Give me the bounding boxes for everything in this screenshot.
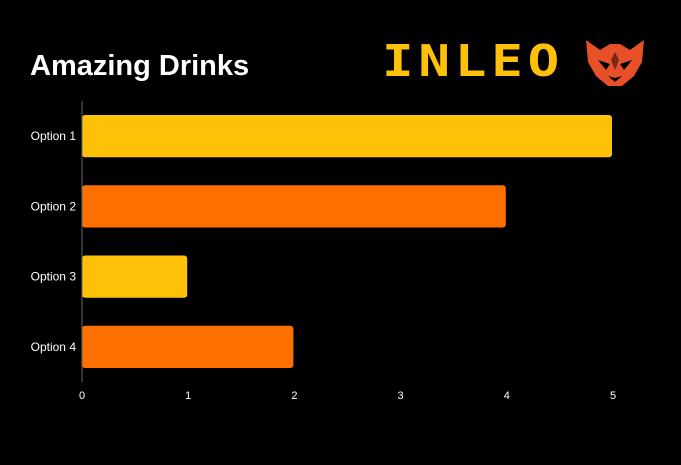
lion-head-icon (586, 40, 644, 86)
x-tick-label-0: 0 (79, 390, 85, 402)
tick-labels: 0 1 2 3 4 5 (79, 390, 616, 402)
bar-4 (82, 325, 294, 368)
x-tick-label-4: 4 (504, 390, 510, 402)
category-label-4: Option 4 (31, 340, 77, 354)
chart-title: Amazing Drinks (30, 50, 250, 82)
x-tick-label-2: 2 (291, 390, 297, 402)
brand-logo: INLEO (382, 36, 644, 87)
category-labels: Option 1 Option 2 Option 3 Option 4 (31, 129, 77, 354)
brand-wordmark: INLEO (382, 36, 564, 87)
x-tick-label-3: 3 (398, 390, 404, 402)
x-tick-label-1: 1 (185, 390, 191, 402)
x-tick-label-5: 5 (610, 390, 616, 402)
category-label-2: Option 2 (31, 199, 77, 213)
bar-2 (82, 185, 506, 228)
bars-group (82, 115, 612, 368)
bar-1 (82, 115, 612, 158)
bar-3 (82, 255, 188, 298)
category-label-3: Option 3 (31, 270, 77, 284)
category-label-1: Option 1 (31, 129, 77, 143)
